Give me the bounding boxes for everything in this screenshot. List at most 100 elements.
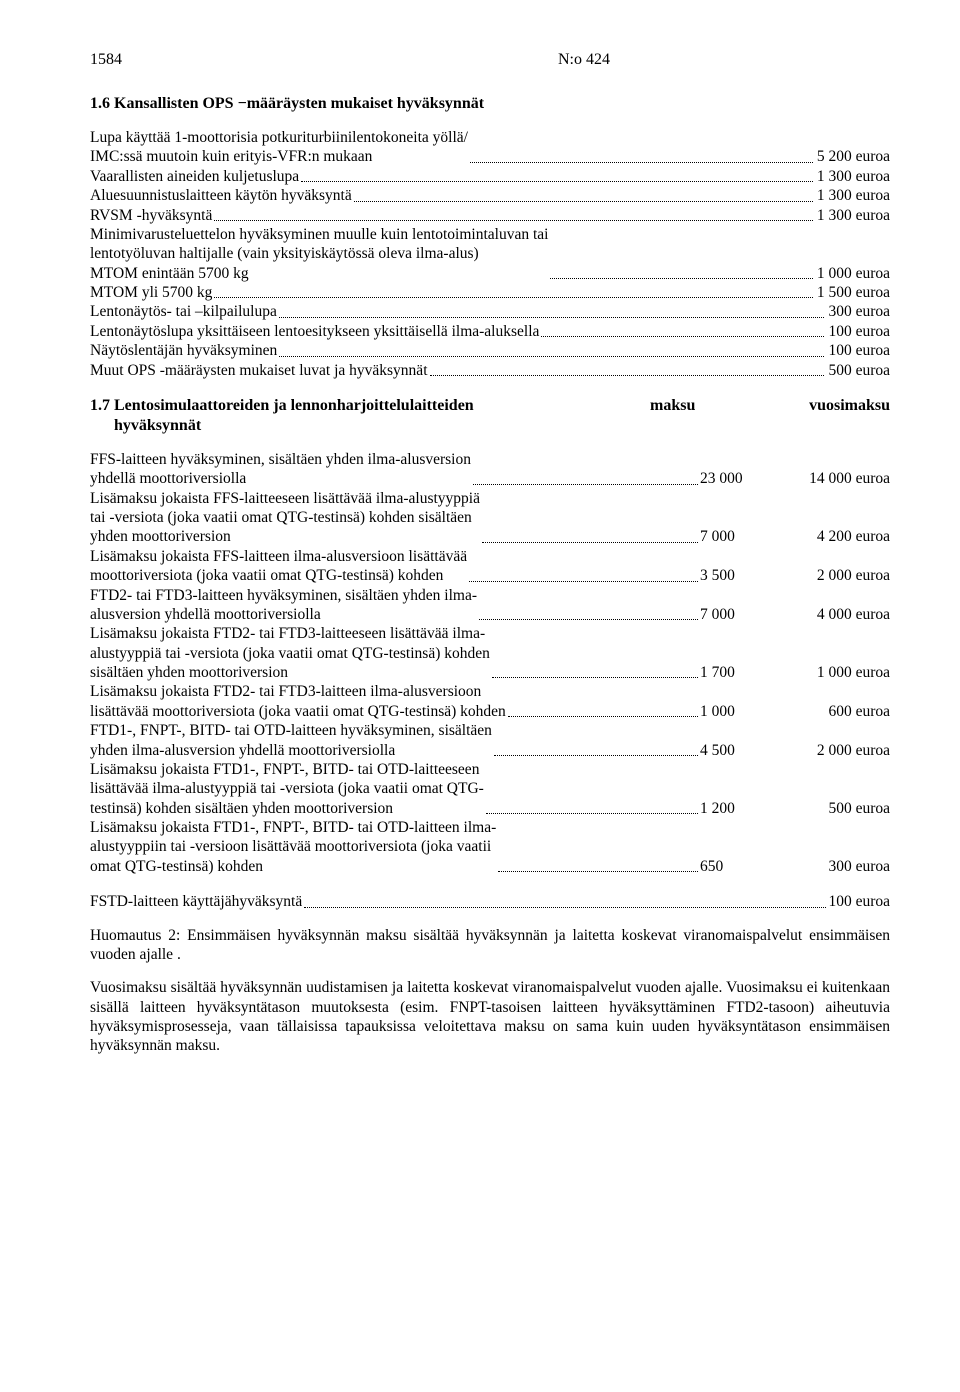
fee-label: Lisämaksu jokaista FFS-laitteeseen lisät… xyxy=(90,489,480,547)
leader-dots xyxy=(470,162,813,163)
fee-col2: 2 000 euroa xyxy=(780,741,890,760)
fee-label: Lentonäytös- tai –kilpailulupa xyxy=(90,302,277,321)
fee-entry: Lisämaksu jokaista FTD1-, FNPT-, BITD- t… xyxy=(90,818,890,876)
fee-col1: 23 000 xyxy=(700,469,780,488)
page-number: 1584 xyxy=(90,50,122,70)
fee-col2: 300 euroa xyxy=(780,857,890,876)
fee-label: Lisämaksu jokaista FFS-laitteen ilma-alu… xyxy=(90,547,467,586)
leader-dots xyxy=(473,484,698,485)
fee-label: Aluesuunnistuslaitteen käytön hyväksyntä xyxy=(90,186,352,205)
note-3: Vuosimaksu sisältää hyväksynnän uudistam… xyxy=(90,978,890,1056)
fee-value: 1 000 euroa xyxy=(815,264,890,283)
fee-entry: Lisämaksu jokaista FFS-laitteeseen lisät… xyxy=(90,489,890,547)
leader-dots xyxy=(469,581,698,582)
section-1-7-list: FFS-laitteen hyväksyminen, sisältäen yhd… xyxy=(90,450,890,876)
fee-col2: 600 euroa xyxy=(780,702,890,721)
leader-dots xyxy=(486,813,698,814)
fee-value: 1 500 euroa xyxy=(815,283,890,302)
leader-dots xyxy=(301,181,813,182)
fee-col1: 3 500 xyxy=(700,566,780,585)
document-number: N:o 424 xyxy=(558,50,890,70)
fee-entry: Aluesuunnistuslaitteen käytön hyväksyntä… xyxy=(90,186,890,205)
leader-dots xyxy=(541,336,824,337)
fee-entry: Lentonäytöslupa yksittäiseen lentoesityk… xyxy=(90,322,890,341)
fee-col1: 1 200 xyxy=(700,799,780,818)
fee-col2: 4 000 euroa xyxy=(780,605,890,624)
fee-col2: 14 000 euroa xyxy=(780,469,890,488)
section-1-6-title: 1.6 Kansallisten OPS −määräysten mukaise… xyxy=(90,94,890,114)
fee-col1: 7 000 xyxy=(700,605,780,624)
fee-entry: Lentonäytös- tai –kilpailulupa 300 euroa xyxy=(90,302,890,321)
leader-dots xyxy=(354,201,813,202)
leader-dots xyxy=(279,317,825,318)
fee-col1: 1 700 xyxy=(700,663,780,682)
fee-value: 300 euroa xyxy=(826,302,890,321)
section-1-6-list: Lupa käyttää 1-moottorisia potkuriturbii… xyxy=(90,128,890,380)
fee-label: Lentonäytöslupa yksittäiseen lentoesityk… xyxy=(90,322,539,341)
fee-label: Lisämaksu jokaista FTD1-, FNPT-, BITD- t… xyxy=(90,760,484,818)
fee-label: Lisämaksu jokaista FTD2- tai FTD3-laitte… xyxy=(90,624,490,682)
fee-label: Näytöslentäjän hyväksyminen xyxy=(90,341,277,360)
fee-col1: 1 000 xyxy=(700,702,780,721)
fee-entry: MTOM yli 5700 kg 1 500 euroa xyxy=(90,283,890,302)
fee-value: 1 300 euroa xyxy=(815,206,890,225)
fstd-value: 100 euroa xyxy=(828,892,890,911)
fee-value: 5 200 euroa xyxy=(815,147,890,166)
leader-dots xyxy=(492,677,698,678)
fee-label: FFS-laitteen hyväksyminen, sisältäen yhd… xyxy=(90,450,471,489)
fee-value: 100 euroa xyxy=(826,322,890,341)
leader-dots xyxy=(214,297,812,298)
fee-entry: Lisämaksu jokaista FTD2- tai FTD3-laitte… xyxy=(90,682,890,721)
fee-value: 1 300 euroa xyxy=(815,186,890,205)
leader-dots xyxy=(214,220,813,221)
leader-dots xyxy=(550,278,812,279)
fee-col1: 4 500 xyxy=(700,741,780,760)
fee-entry: Minimivarusteluettelon hyväksyminen muul… xyxy=(90,225,890,283)
fee-entry: FTD1-, FNPT-, BITD- tai OTD-laitteen hyv… xyxy=(90,721,890,760)
fee-col2: 1 000 euroa xyxy=(780,663,890,682)
column-header-maksu: maksu xyxy=(650,396,770,436)
fee-col1: 7 000 xyxy=(700,527,780,546)
leader-dots xyxy=(482,542,698,543)
leader-dots xyxy=(498,871,698,872)
fee-label: FTD2- tai FTD3-laitteen hyväksyminen, si… xyxy=(90,586,477,625)
fee-col2: 500 euroa xyxy=(780,799,890,818)
fee-entry: Muut OPS -määräysten mukaiset luvat ja h… xyxy=(90,361,890,380)
fee-entry: Lisämaksu jokaista FFS-laitteen ilma-alu… xyxy=(90,547,890,586)
page-header: 1584 N:o 424 xyxy=(90,50,890,70)
fee-label: Lisämaksu jokaista FTD2- tai FTD3-laitte… xyxy=(90,682,506,721)
fee-label: MTOM yli 5700 kg xyxy=(90,283,212,302)
leader-dots xyxy=(304,907,826,908)
fee-label: Muut OPS -määräysten mukaiset luvat ja h… xyxy=(90,361,428,380)
section-1-7-title: 1.7 Lentosimulaattoreiden ja lennonharjo… xyxy=(90,396,650,436)
fee-label: RVSM -hyväksyntä xyxy=(90,206,212,225)
fee-label: FTD1-, FNPT-, BITD- tai OTD-laitteen hyv… xyxy=(90,721,492,760)
fee-entry: FTD2- tai FTD3-laitteen hyväksyminen, si… xyxy=(90,586,890,625)
note-2: Huomautus 2: Ensimmäisen hyväksynnän mak… xyxy=(90,926,890,965)
fee-entry: Vaarallisten aineiden kuljetuslupa 1 300 … xyxy=(90,167,890,186)
fee-label: Vaarallisten aineiden kuljetuslupa xyxy=(90,167,299,186)
fee-label: Lupa käyttää 1-moottorisia potkuriturbii… xyxy=(90,128,468,167)
fee-col2: 4 200 euroa xyxy=(780,527,890,546)
leader-dots xyxy=(430,375,825,376)
fee-entry: Lisämaksu jokaista FTD2- tai FTD3-laitte… xyxy=(90,624,890,682)
fee-entry: Lisämaksu jokaista FTD1-, FNPT-, BITD- t… xyxy=(90,760,890,818)
fee-label: Lisämaksu jokaista FTD1-, FNPT-, BITD- t… xyxy=(90,818,496,876)
fee-label: Minimivarusteluettelon hyväksyminen muul… xyxy=(90,225,548,283)
fstd-label: FSTD-laitteen käyttäjähyväksyntä xyxy=(90,892,302,911)
column-header-vuosimaksu: vuosimaksu xyxy=(770,396,890,436)
fstd-entry: FSTD-laitteen käyttäjähyväksyntä 100 eur… xyxy=(90,892,890,911)
fee-entry: RVSM -hyväksyntä 1 300 euroa xyxy=(90,206,890,225)
leader-dots xyxy=(508,716,698,717)
fee-value: 100 euroa xyxy=(826,341,890,360)
fee-entry: Lupa käyttää 1-moottorisia potkuriturbii… xyxy=(90,128,890,167)
fee-entry: Näytöslentäjän hyväksyminen 100 euroa xyxy=(90,341,890,360)
fee-value: 500 euroa xyxy=(826,361,890,380)
leader-dots xyxy=(494,755,698,756)
leader-dots xyxy=(279,356,824,357)
section-1-7-header: 1.7 Lentosimulaattoreiden ja lennonharjo… xyxy=(90,396,890,436)
fee-value: 1 300 euroa xyxy=(815,167,890,186)
fee-col2: 2 000 euroa xyxy=(780,566,890,585)
fee-entry: FFS-laitteen hyväksyminen, sisältäen yhd… xyxy=(90,450,890,489)
leader-dots xyxy=(479,619,698,620)
